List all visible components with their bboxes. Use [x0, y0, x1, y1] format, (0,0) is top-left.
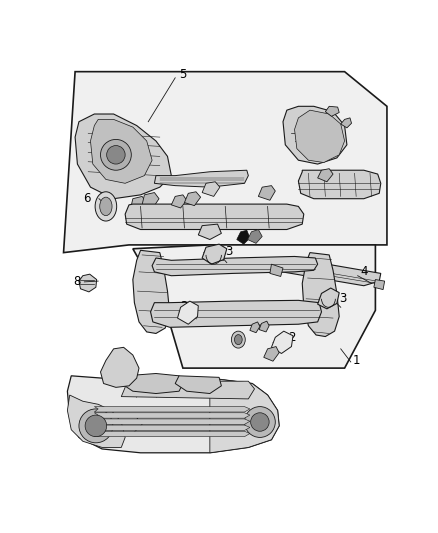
Polygon shape	[341, 118, 352, 128]
Polygon shape	[247, 230, 262, 244]
Polygon shape	[133, 245, 375, 368]
Polygon shape	[131, 196, 147, 212]
Polygon shape	[210, 378, 279, 453]
Polygon shape	[155, 170, 248, 187]
Polygon shape	[67, 376, 279, 453]
Polygon shape	[177, 301, 198, 324]
Polygon shape	[258, 185, 276, 200]
Polygon shape	[198, 224, 221, 239]
Polygon shape	[171, 195, 187, 208]
Polygon shape	[94, 425, 250, 431]
Polygon shape	[298, 170, 381, 199]
Polygon shape	[302, 253, 339, 336]
Text: 3: 3	[225, 245, 233, 259]
Text: 6: 6	[83, 192, 90, 205]
Polygon shape	[294, 110, 345, 163]
Text: 2: 2	[180, 300, 188, 313]
Polygon shape	[273, 258, 381, 286]
Polygon shape	[94, 407, 250, 412]
Circle shape	[107, 146, 125, 164]
Ellipse shape	[95, 192, 117, 221]
Polygon shape	[202, 182, 220, 196]
Polygon shape	[264, 346, 279, 361]
Polygon shape	[374, 280, 385, 289]
Text: 1: 1	[353, 354, 360, 367]
Ellipse shape	[100, 197, 112, 216]
Polygon shape	[151, 301, 321, 327]
Polygon shape	[283, 106, 347, 164]
Polygon shape	[259, 321, 269, 332]
Polygon shape	[75, 114, 171, 199]
Text: 2: 2	[288, 331, 296, 344]
Polygon shape	[318, 288, 339, 309]
Polygon shape	[67, 395, 125, 447]
Polygon shape	[91, 119, 152, 183]
Circle shape	[251, 413, 269, 431]
Text: 7: 7	[133, 413, 140, 426]
Polygon shape	[272, 331, 293, 353]
Text: 8: 8	[73, 274, 80, 288]
Polygon shape	[250, 322, 260, 333]
Polygon shape	[64, 71, 387, 253]
Polygon shape	[121, 374, 183, 393]
Polygon shape	[121, 381, 254, 399]
Polygon shape	[270, 264, 283, 277]
Polygon shape	[100, 348, 139, 387]
Polygon shape	[94, 419, 250, 424]
Polygon shape	[175, 376, 221, 393]
Polygon shape	[184, 192, 201, 206]
Polygon shape	[325, 106, 339, 116]
Polygon shape	[133, 251, 170, 334]
Polygon shape	[237, 230, 250, 244]
Circle shape	[100, 140, 131, 170]
Circle shape	[244, 407, 276, 438]
Polygon shape	[79, 274, 97, 292]
Polygon shape	[142, 192, 159, 208]
Polygon shape	[125, 204, 304, 230]
Text: 5: 5	[179, 68, 187, 81]
Text: 4: 4	[360, 265, 367, 278]
Polygon shape	[318, 168, 333, 182]
Polygon shape	[202, 244, 227, 264]
Polygon shape	[94, 413, 250, 418]
Text: 3: 3	[339, 292, 346, 305]
Ellipse shape	[234, 335, 242, 345]
Circle shape	[85, 415, 107, 437]
Circle shape	[79, 409, 113, 443]
Polygon shape	[152, 256, 318, 276]
Ellipse shape	[231, 331, 245, 348]
Polygon shape	[94, 431, 250, 437]
